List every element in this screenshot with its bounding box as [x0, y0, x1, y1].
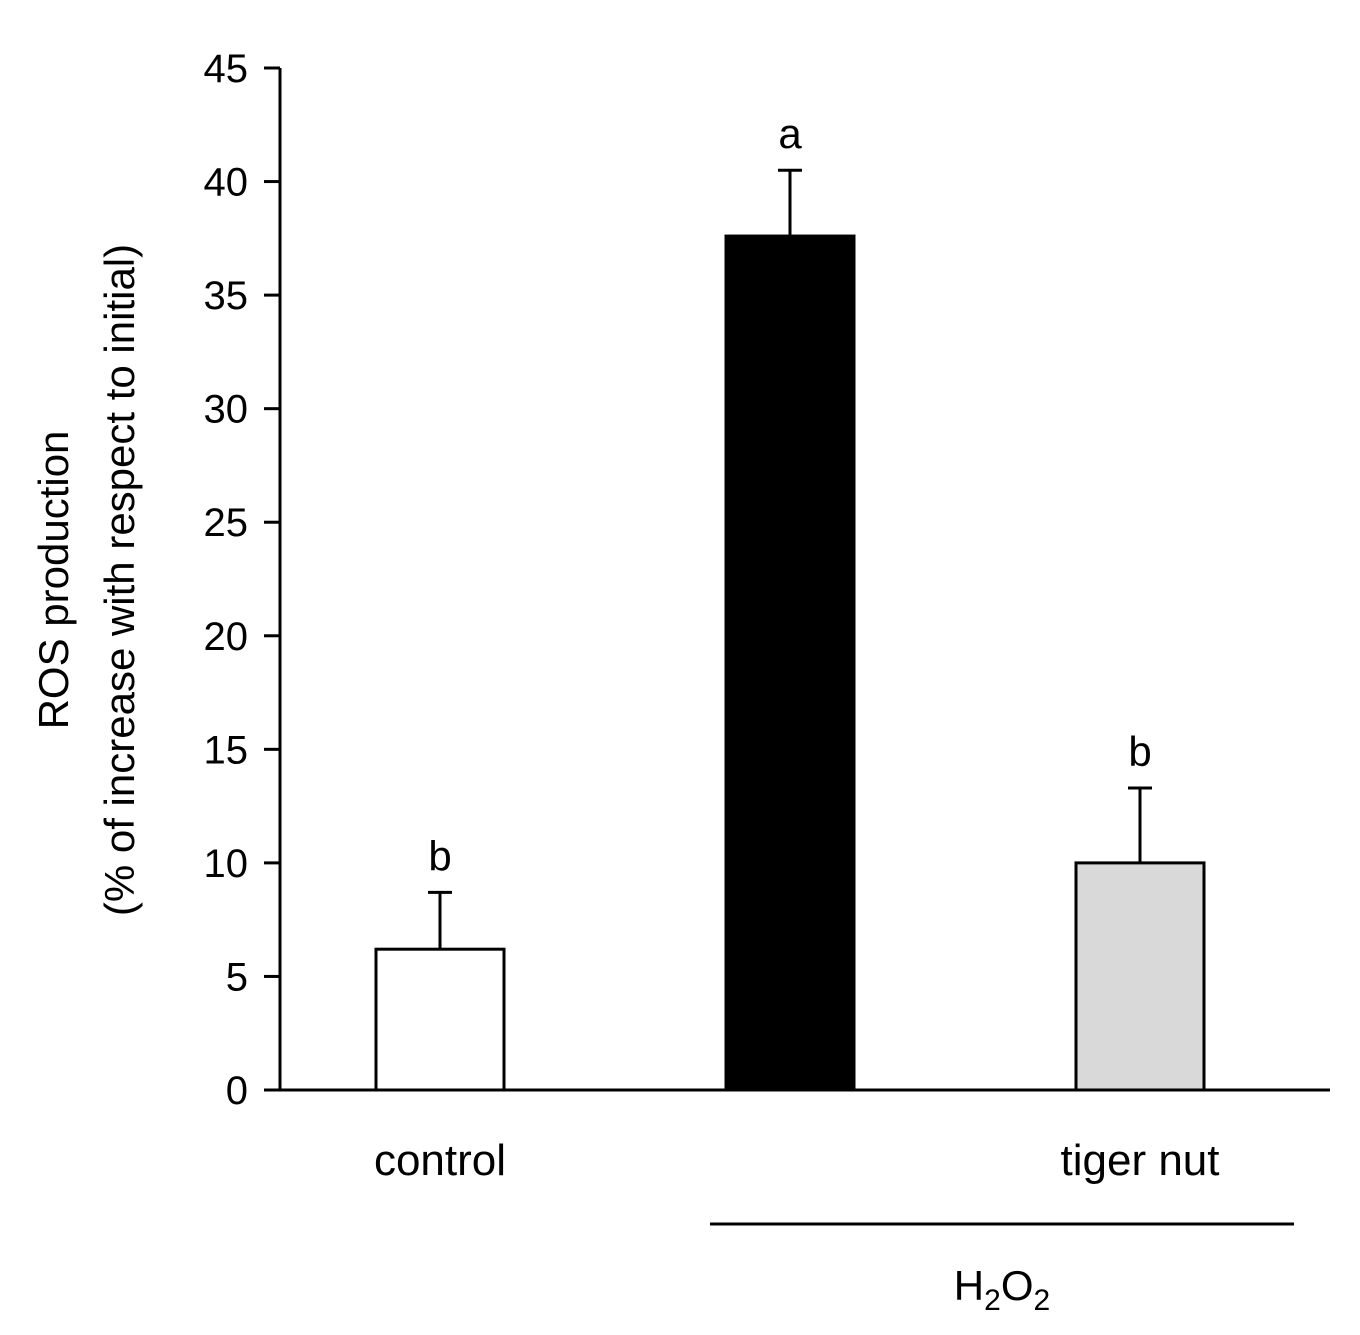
- y-axis-title: ROS production (% of increase with respe…: [30, 244, 143, 916]
- y-tick-label: 15: [204, 728, 249, 772]
- category-label: tiger nut: [1061, 1136, 1220, 1185]
- y-tick-label: 10: [204, 842, 249, 886]
- bar: [374, 947, 506, 1092]
- y-axis-title-line2: (% of increase with respect to initial): [96, 244, 143, 916]
- significance-letter: b: [428, 832, 451, 879]
- y-tick-label: 40: [204, 161, 249, 205]
- y-tick-label: 5: [226, 955, 248, 999]
- y-tick-label: 35: [204, 274, 249, 318]
- bars: [374, 234, 1206, 1092]
- y-tick-label: 30: [204, 388, 249, 432]
- y-tick-label: 25: [204, 501, 249, 545]
- group-label-base1: H: [954, 1262, 984, 1309]
- y-tick-label: 45: [204, 47, 249, 91]
- significance-letter: a: [778, 110, 802, 157]
- y-axis-title-line1: ROS production: [30, 431, 77, 730]
- significance-letters: b a b: [428, 110, 1151, 879]
- group-label: H2O2: [954, 1262, 1050, 1317]
- y-axis-ticks: 0 5 10 15 20 25 30 35 40 45: [204, 47, 280, 1113]
- bar: [724, 234, 856, 1092]
- y-tick-label: 0: [226, 1069, 248, 1113]
- category-labels: control tiger nut: [374, 1136, 1220, 1185]
- group-label-sub2: 2: [1034, 1284, 1051, 1317]
- group-label-sub1: 2: [984, 1284, 1001, 1317]
- category-label: control: [374, 1136, 506, 1185]
- y-tick-label: 20: [204, 615, 249, 659]
- error-bars: [428, 168, 1152, 950]
- bar: [1074, 861, 1206, 1092]
- group-label-base2: O: [1001, 1262, 1034, 1309]
- significance-letter: b: [1128, 728, 1151, 775]
